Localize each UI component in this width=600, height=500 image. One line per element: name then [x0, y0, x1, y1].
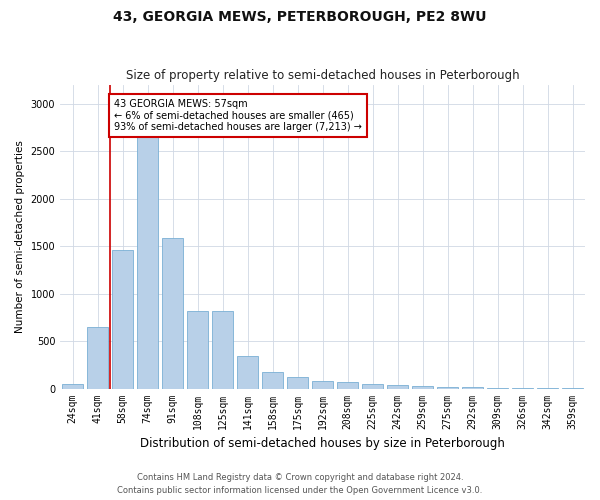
Bar [312, 382, 333, 388]
Bar [187, 310, 208, 388]
Bar [112, 250, 133, 388]
Bar [362, 384, 383, 388]
Text: Contains HM Land Registry data © Crown copyright and database right 2024.
Contai: Contains HM Land Registry data © Crown c… [118, 474, 482, 495]
Text: 43 GEORGIA MEWS: 57sqm
← 6% of semi-detached houses are smaller (465)
93% of sem: 43 GEORGIA MEWS: 57sqm ← 6% of semi-deta… [114, 99, 362, 132]
Bar [437, 387, 458, 388]
Bar [212, 310, 233, 388]
Bar [62, 384, 83, 388]
Bar [237, 356, 258, 388]
Bar [387, 385, 408, 388]
Y-axis label: Number of semi-detached properties: Number of semi-detached properties [15, 140, 25, 333]
Bar [137, 104, 158, 389]
Bar [337, 382, 358, 388]
X-axis label: Distribution of semi-detached houses by size in Peterborough: Distribution of semi-detached houses by … [140, 437, 505, 450]
Title: Size of property relative to semi-detached houses in Peterborough: Size of property relative to semi-detach… [126, 69, 520, 82]
Text: 43, GEORGIA MEWS, PETERBOROUGH, PE2 8WU: 43, GEORGIA MEWS, PETERBOROUGH, PE2 8WU [113, 10, 487, 24]
Bar [262, 372, 283, 388]
Bar [87, 327, 108, 388]
Bar [162, 238, 183, 388]
Bar [412, 386, 433, 388]
Bar [287, 377, 308, 388]
